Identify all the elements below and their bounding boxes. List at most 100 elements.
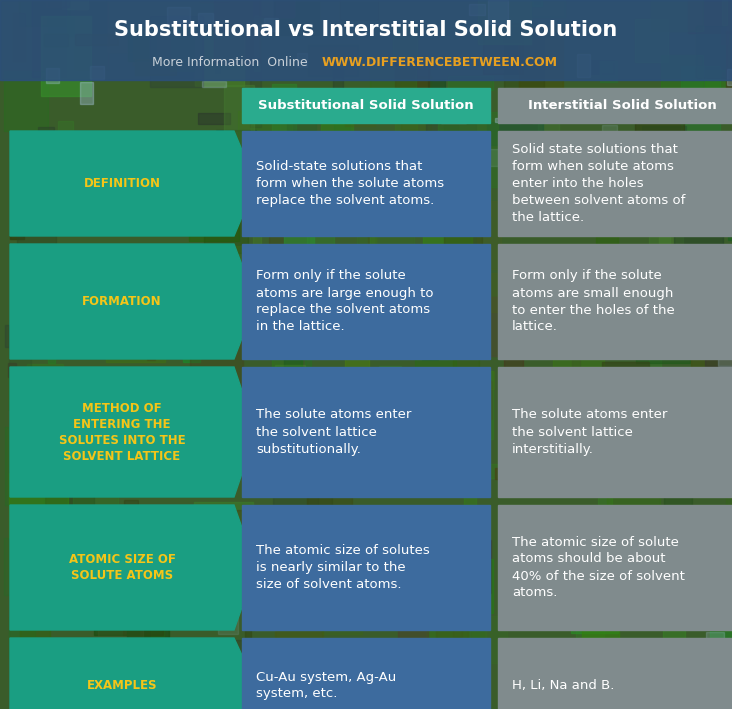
Bar [606,143,621,167]
Polygon shape [10,638,256,709]
Bar [699,334,709,338]
Bar [238,111,279,180]
Bar [452,580,462,637]
Bar [206,259,218,324]
Bar [482,540,491,593]
Bar [214,62,220,74]
Bar [321,124,353,195]
Bar [721,27,728,45]
Bar [659,229,683,260]
Bar [607,496,660,509]
Bar [460,407,472,471]
Bar [422,301,438,359]
Bar [471,403,478,419]
Bar [273,483,318,525]
Bar [674,230,723,272]
Bar [470,616,507,663]
Bar [498,244,732,359]
Text: ATOMIC SIZE OF
SOLUTE ATOMS: ATOMIC SIZE OF SOLUTE ATOMS [69,553,176,582]
Bar [284,207,314,253]
Bar [9,473,67,538]
Bar [334,108,350,152]
Bar [214,0,261,63]
Text: The solute atoms enter
the solvent lattice
interstitially.: The solute atoms enter the solvent latti… [512,408,668,455]
Bar [515,552,528,558]
Bar [264,18,277,30]
Bar [637,610,657,616]
Bar [269,216,309,261]
Bar [151,629,164,701]
Bar [13,13,25,61]
Bar [495,468,538,479]
Bar [353,544,392,570]
Bar [591,60,613,74]
Bar [322,613,362,634]
Bar [683,88,690,95]
Bar [258,515,307,541]
Bar [38,127,54,152]
Bar [602,125,617,139]
Bar [278,381,315,426]
Bar [444,203,482,262]
Bar [250,58,261,127]
Bar [575,575,604,646]
Bar [510,165,550,227]
Bar [161,545,209,577]
Bar [146,219,155,227]
Bar [4,427,44,506]
Bar [9,369,30,410]
Bar [370,67,416,113]
Bar [402,177,444,202]
Bar [637,649,690,694]
Bar [681,66,720,136]
Bar [518,550,554,601]
Bar [470,577,484,649]
Bar [395,60,429,112]
Bar [255,606,276,630]
Polygon shape [10,244,256,359]
Bar [406,303,425,325]
Bar [428,80,445,94]
Bar [398,610,428,651]
Bar [362,196,421,211]
Bar [368,155,376,220]
Bar [452,386,483,447]
Bar [646,400,660,406]
Bar [596,221,618,273]
Bar [661,55,703,105]
Bar [242,638,490,709]
Bar [80,82,93,104]
Bar [598,471,613,526]
Bar [234,246,259,296]
Bar [223,310,252,337]
Bar [61,247,79,281]
Text: More Information  Online: More Information Online [152,56,307,69]
Bar [588,276,610,327]
Bar [665,174,703,203]
Bar [509,675,548,707]
Bar [704,373,725,443]
Bar [168,566,178,623]
Bar [578,54,590,77]
Bar [97,610,143,652]
Bar [294,294,307,312]
Bar [482,150,504,166]
Bar [451,512,476,576]
Bar [521,101,531,123]
Bar [75,584,93,601]
Bar [367,225,376,287]
Bar [682,376,692,428]
Bar [623,308,654,358]
Bar [538,121,559,140]
Bar [253,0,294,17]
Bar [723,577,732,613]
Polygon shape [10,367,256,497]
Bar [133,423,187,464]
Bar [308,45,359,76]
Bar [72,467,118,537]
Bar [201,0,228,2]
Bar [582,605,619,684]
Bar [370,205,376,276]
Bar [705,320,732,366]
Bar [346,342,370,417]
